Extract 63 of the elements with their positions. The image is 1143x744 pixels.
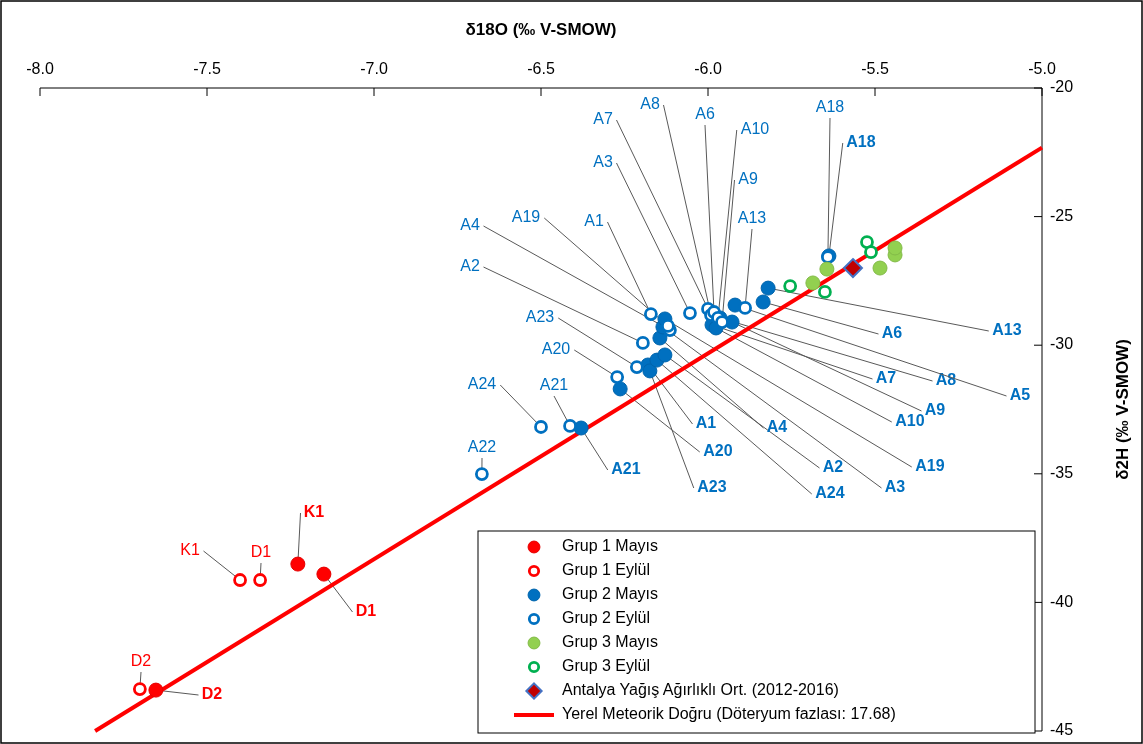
annotation: D2 — [201, 685, 223, 703]
annotation: A3 — [593, 153, 613, 171]
annotation: A24 — [467, 375, 497, 393]
y-tick-label: -20 — [1050, 78, 1074, 96]
legend-label: Antalya Yağış Ağırlıklı Ort. (2012-2016) — [562, 681, 839, 699]
annotation: A23 — [697, 478, 727, 496]
x-tick-label: -5.5 — [861, 60, 889, 77]
legend-label: Grup 1 Eylül — [562, 561, 651, 579]
x-tick-label: -5.0 — [1028, 60, 1056, 77]
annotation: A5 — [1009, 386, 1031, 404]
x-tick-label: -6.0 — [694, 60, 722, 77]
annotation: A20 — [541, 340, 571, 358]
annotation: K1 — [303, 503, 325, 521]
annotation: A8 — [935, 371, 957, 389]
annotation: A23 — [525, 308, 555, 326]
annotation: A4 — [766, 418, 788, 436]
annotation: A6 — [695, 105, 715, 123]
annotation: A20 — [703, 442, 733, 460]
annotation: A7 — [593, 110, 613, 128]
legend-label: Grup 2 Mayıs — [562, 585, 659, 603]
y-tick-label: -35 — [1050, 464, 1074, 482]
annotation: A2 — [460, 257, 480, 275]
annotation: A7 — [875, 369, 897, 387]
x-tick-label: -6.5 — [527, 60, 555, 77]
annotation: A2 — [822, 458, 844, 476]
annotation: A21 — [539, 376, 569, 394]
annotation: A8 — [640, 95, 660, 113]
legend-label: Grup 3 Mayıs — [562, 633, 659, 651]
x-axis-title: δ18O (‰ V-SMOW) — [465, 20, 617, 39]
y-tick-label: -30 — [1050, 335, 1074, 353]
legend-label: Grup 3 Eylül — [562, 657, 651, 675]
legend-label: Yerel Meteorik Doğru (Döteryum fazlası: 17.68) — [562, 705, 896, 723]
y-axis-title: δ2H (‰ V-SMOW) — [1113, 339, 1132, 480]
annotation: A4 — [460, 216, 480, 234]
annotation: A19 — [915, 457, 945, 475]
annotation: A19 — [511, 208, 541, 226]
annotation: A9 — [738, 170, 758, 188]
annotation: A22 — [467, 438, 497, 456]
y-tick-label: -45 — [1050, 721, 1074, 739]
x-tick-label: -7.5 — [193, 60, 221, 77]
annotation: A18 — [815, 98, 845, 116]
annotation: A18 — [846, 133, 876, 151]
y-tick-label: -40 — [1050, 592, 1074, 610]
legend-label: Grup 2 Eylül — [562, 609, 651, 627]
annotation: A21 — [611, 460, 641, 478]
annotation: A6 — [881, 324, 903, 342]
annotation: A9 — [924, 401, 946, 419]
annotation: A10 — [740, 120, 770, 138]
legend-label: Grup 1 Mayıs — [562, 537, 659, 555]
annotation: A1 — [695, 414, 717, 432]
annotation: A1 — [584, 212, 604, 230]
y-tick-label: -25 — [1050, 206, 1074, 224]
annotation: D2 — [130, 652, 152, 670]
annotation: A3 — [884, 478, 906, 496]
annotation: A24 — [815, 484, 845, 502]
x-tick-label: -8.0 — [26, 60, 54, 77]
annotation: D1 — [355, 602, 377, 620]
annotation: A13 — [737, 209, 767, 227]
annotation: A13 — [992, 321, 1022, 339]
annotation: D1 — [250, 543, 272, 561]
annotation: A10 — [895, 412, 925, 430]
annotation: K1 — [180, 541, 200, 559]
x-tick-label: -7.0 — [360, 60, 388, 77]
